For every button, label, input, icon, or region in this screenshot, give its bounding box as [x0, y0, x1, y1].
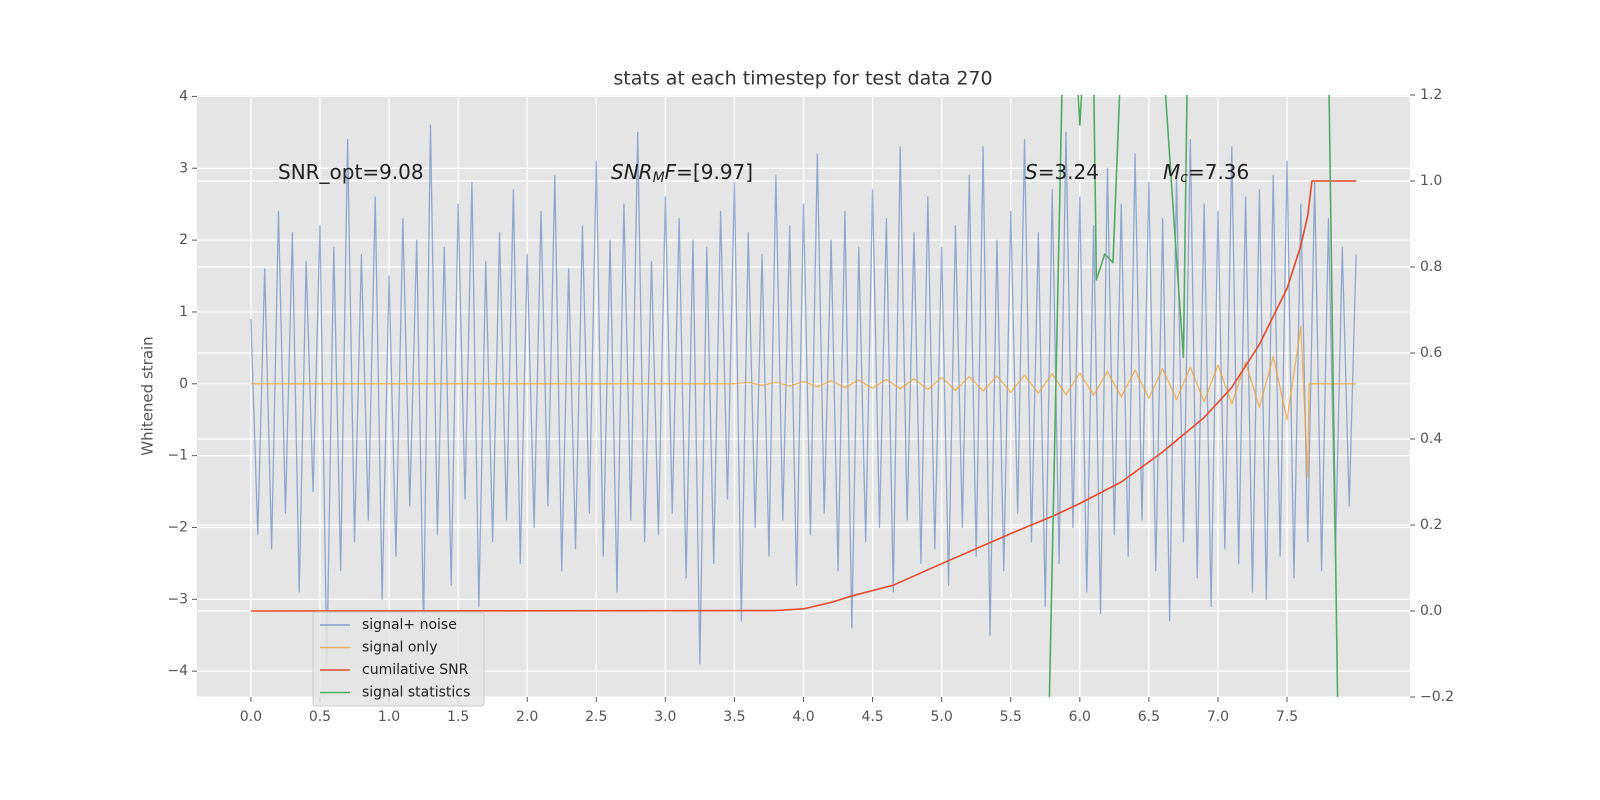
x-tick-label: 2.5 — [585, 709, 607, 725]
y2-tick-label: 1.2 — [1420, 87, 1442, 103]
x-tick-label: 4.5 — [861, 709, 883, 725]
y-tick-label: −2 — [167, 519, 188, 535]
legend-label: signal+ noise — [362, 617, 457, 633]
x-tick-label: 4.0 — [792, 709, 814, 725]
series-line — [250, 180, 1357, 612]
y-tick-label: −3 — [167, 591, 188, 607]
annotation: S=3.24 — [1025, 160, 1099, 184]
y2-tick-label: 0.6 — [1420, 345, 1442, 361]
y2-tick-label: −0.2 — [1420, 689, 1454, 705]
x-tick-label: 3.5 — [723, 709, 745, 725]
y-tick-label: 4 — [179, 88, 188, 104]
x-tick-label: 1.0 — [378, 709, 400, 725]
legend-label: signal statistics — [362, 685, 470, 701]
annotation-part: F — [665, 160, 677, 184]
annotation-part: M — [1163, 160, 1180, 184]
x-tick-label: 5.5 — [1000, 709, 1022, 725]
annotation-part: =[9.97] — [676, 160, 753, 184]
y-axis-label: Whitened strain — [139, 336, 157, 455]
x-tick-label: 0.5 — [309, 709, 331, 725]
x-tick-label: 0.0 — [240, 709, 262, 725]
annotation-part: SNR — [611, 160, 653, 184]
series-line — [1048, 95, 1339, 697]
legend: signal+ noise signal only cumilative SNR si… — [312, 611, 485, 707]
annotations: SNR_opt=9.08 SNRMF=[9.97] S=3.24 Mc=7.36 — [278, 160, 1249, 187]
annotation-part: SNR_opt=9.08 — [278, 160, 424, 184]
plot-lines — [250, 95, 1357, 697]
x-tick-label: 6.0 — [1069, 709, 1091, 725]
y-tick-label: 2 — [179, 232, 188, 248]
annotation-part: =3.24 — [1038, 160, 1099, 184]
x-tick-label: 6.5 — [1138, 709, 1160, 725]
x-tick-label: 7.0 — [1207, 709, 1229, 725]
axes: 0.0 0.5 1.0 1.5 2.0 2.5 3.0 3.5 4.0 4.5 5.0 5.5 6.0 6… — [167, 87, 1454, 725]
y2-tick-label: 0.0 — [1420, 603, 1442, 619]
series-line — [250, 325, 1357, 478]
legend-box — [312, 611, 485, 707]
legend-label: signal only — [362, 640, 437, 656]
annotation-part: M — [653, 170, 665, 186]
x-tick-label: 7.5 — [1276, 709, 1298, 725]
x-tick-label: 1.5 — [447, 709, 469, 725]
y2-tick-label: 0.2 — [1420, 517, 1442, 533]
y-tick-label: −1 — [167, 448, 188, 464]
y-tick-label: 1 — [179, 304, 188, 320]
y2-tick-label: 0.8 — [1420, 259, 1442, 275]
y-tick-label: 0 — [179, 376, 188, 392]
x-tick-label: 3.0 — [654, 709, 676, 725]
annotation-part: =7.36 — [1188, 160, 1249, 184]
chart-title: stats at each timestep for test data 270 — [613, 68, 992, 90]
y-tick-label: −4 — [167, 663, 188, 679]
y-tick-label: 3 — [179, 160, 188, 176]
x-tick-label: 2.0 — [516, 709, 538, 725]
x-tick-label: 5.0 — [931, 709, 953, 725]
annotation: Mc=7.36 — [1163, 160, 1249, 187]
y2-tick-label: 1.0 — [1420, 173, 1442, 189]
annotation: SNR_opt=9.08 — [278, 160, 424, 184]
series-line — [250, 124, 1357, 665]
y2-tick-label: 0.4 — [1420, 431, 1442, 447]
legend-label: cumilative SNR — [362, 662, 469, 678]
annotation-part: S — [1025, 160, 1038, 184]
annotation-part: c — [1180, 170, 1188, 186]
annotation: SNRMF=[9.97] — [611, 160, 753, 187]
